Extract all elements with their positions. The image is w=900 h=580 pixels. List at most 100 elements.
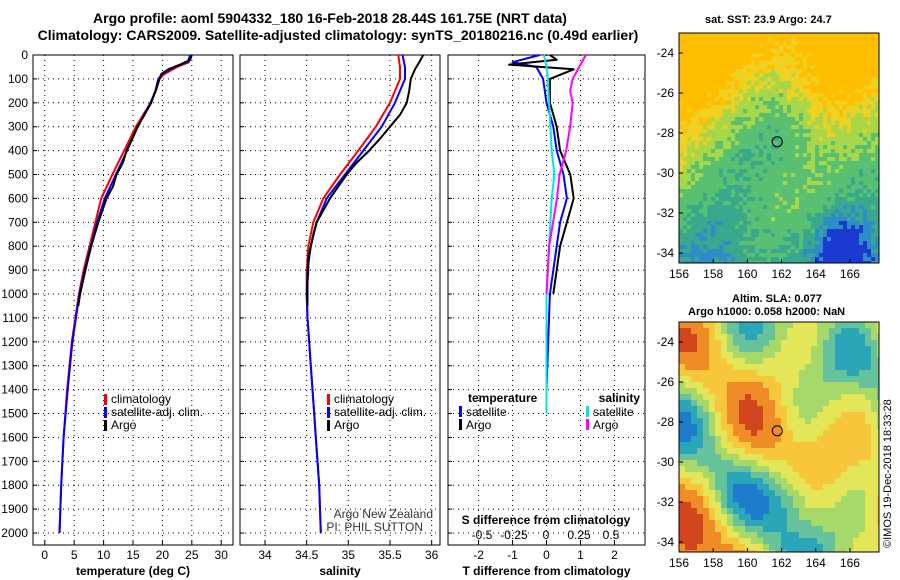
sst-map-cell — [755, 117, 759, 121]
sla-map-cell — [733, 364, 739, 370]
sst-map-cell — [851, 257, 855, 261]
sst-map-cell — [867, 121, 871, 125]
sst-map-cell — [703, 249, 707, 253]
sst-map-cell — [859, 93, 863, 97]
sst-map-cell — [735, 177, 739, 181]
sst-map-cell — [707, 85, 711, 89]
sst-map-cell — [795, 185, 799, 189]
sst-map-cell — [831, 189, 835, 193]
sst-map-cell — [843, 249, 847, 253]
sst-map-cell — [831, 53, 835, 57]
sla-map-cell — [745, 382, 751, 388]
sst-map-cell — [751, 257, 755, 261]
sla-map-x-tick-label: 158 — [703, 556, 723, 570]
sst-map-cell — [855, 213, 859, 217]
sst-map-cell — [767, 241, 771, 245]
sst-map-cell — [799, 145, 803, 149]
sst-map-cell — [723, 157, 727, 161]
sla-map-cell — [685, 496, 691, 502]
sla-map-cell — [799, 478, 805, 484]
sla-map-cell — [685, 442, 691, 448]
sla-map-cell — [775, 454, 781, 460]
sst-map-cell — [695, 65, 699, 69]
sla-map-cell — [745, 364, 751, 370]
sst-map-cell — [779, 73, 783, 77]
sst-map-cell — [819, 137, 823, 141]
sst-map-cell — [731, 249, 735, 253]
sst-map-cell — [815, 245, 819, 249]
sst-map-cell — [831, 209, 835, 213]
sst-map-cell — [815, 225, 819, 229]
sst-map-cell — [843, 89, 847, 93]
sst-map-cell — [815, 137, 819, 141]
sla-map-cell — [835, 502, 841, 508]
sst-map-cell — [775, 113, 779, 117]
sla-map-cell — [787, 352, 793, 358]
sla-map-cell — [799, 370, 805, 376]
sst-map-cell — [815, 101, 819, 105]
sst-map-cell — [747, 161, 751, 165]
sst-map-cell — [755, 225, 759, 229]
sst-map-cell — [767, 237, 771, 241]
pressure-tick-label: 500 — [8, 168, 28, 182]
sla-map-cell — [847, 412, 853, 418]
sst-map-cell — [819, 61, 823, 65]
sst-map-cell — [687, 149, 691, 153]
sst-map-cell — [819, 49, 823, 53]
sst-map-cell — [691, 145, 695, 149]
sst-map-cell — [695, 41, 699, 45]
sst-map-cell — [719, 137, 723, 141]
sst-map-cell — [695, 101, 699, 105]
sst-map-cell — [807, 201, 811, 205]
sst-map-cell — [843, 57, 847, 61]
sst-map-cell — [871, 125, 875, 129]
sst-map-cell — [691, 81, 695, 85]
sst-map-cell — [823, 41, 827, 45]
sla-map-cell — [751, 532, 757, 538]
sst-map-cell — [739, 173, 743, 177]
sst-map-cell — [875, 117, 879, 121]
sst-map-cell — [863, 121, 867, 125]
sst-map-cell — [747, 217, 751, 221]
sst-map-cell — [863, 97, 867, 101]
sst-map-cell — [719, 53, 723, 57]
sst-map-cell — [711, 101, 715, 105]
sla-map-cell — [787, 532, 793, 538]
sla-map-cell — [823, 352, 829, 358]
sla-map-cell — [751, 328, 757, 334]
sla-map-cell — [835, 358, 841, 364]
sst-map-cell — [867, 49, 871, 53]
sst-map-cell — [811, 69, 815, 73]
sst-map-cell — [779, 69, 783, 73]
sst-map-cell — [795, 37, 799, 41]
sst-map-cell — [683, 57, 687, 61]
sla-map-cell — [799, 526, 805, 532]
sla-map-cell — [817, 478, 823, 484]
sla-map-cell — [871, 412, 877, 418]
sst-map-cell — [783, 201, 787, 205]
sst-map-cell — [867, 189, 871, 193]
sst-map-cell — [695, 137, 699, 141]
sst-map-cell — [783, 97, 787, 101]
sst-map-cell — [679, 189, 683, 193]
sst-map-cell — [691, 113, 695, 117]
sst-map-cell — [767, 173, 771, 177]
sst-map-cell — [775, 121, 779, 125]
sst-map-cell — [779, 145, 783, 149]
sst-map-cell — [715, 237, 719, 241]
sst-map-cell — [839, 201, 843, 205]
sst-map-cell — [847, 133, 851, 137]
sla-map-cell — [811, 394, 817, 400]
sla-map-cell — [823, 514, 829, 520]
sst-map-cell — [739, 145, 743, 149]
sst-map-cell — [823, 129, 827, 133]
sla-map-cell — [853, 472, 859, 478]
sst-map-cell — [859, 97, 863, 101]
sst-map-cell — [819, 41, 823, 45]
sla-map-cell — [775, 436, 781, 442]
sla-map-cell — [871, 400, 877, 406]
sst-map-cell — [735, 213, 739, 217]
sst-map-cell — [727, 177, 731, 181]
sst-map-cell — [747, 33, 751, 37]
sst-map-cell — [691, 129, 695, 133]
